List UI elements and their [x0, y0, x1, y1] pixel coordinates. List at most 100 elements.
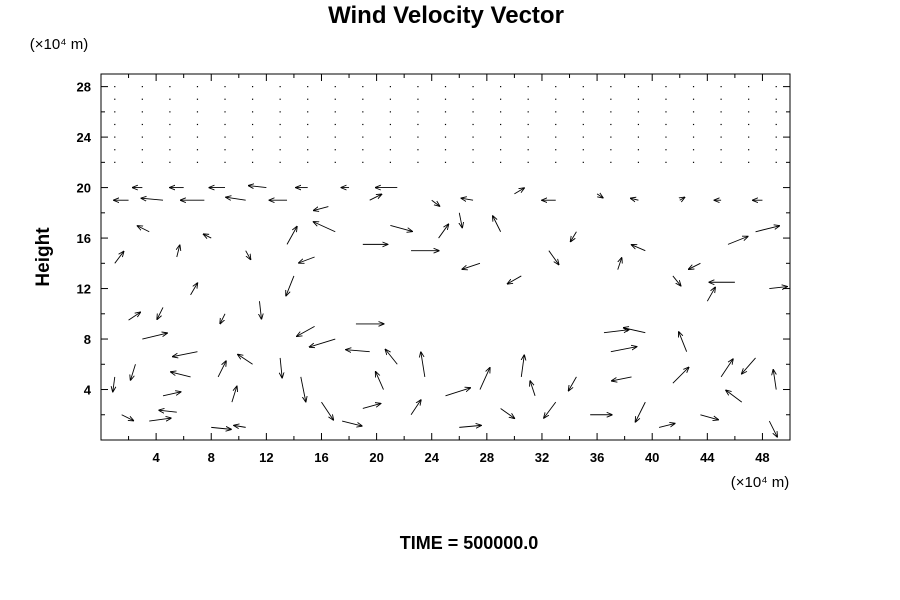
wind-vector: [159, 410, 177, 412]
calm-point: [720, 98, 722, 100]
wind-vector: [321, 401, 333, 420]
calm-point: [775, 98, 777, 100]
calm-point: [637, 111, 640, 113]
calm-point: [665, 123, 667, 126]
calm-point: [417, 111, 419, 113]
calm-point: [500, 98, 502, 100]
calm-point: [582, 123, 584, 126]
calm-point: [720, 123, 722, 126]
wind-vector: [658, 423, 675, 428]
calm-point: [665, 149, 667, 151]
wind-vector: [299, 256, 315, 263]
calm-point: [141, 111, 143, 113]
calm-point: [637, 161, 640, 163]
calm-point: [472, 149, 474, 151]
wind-vector: [113, 376, 115, 392]
x-tick-label: 4: [153, 450, 161, 465]
x-tick-label: 40: [645, 450, 659, 465]
wind-vector: [172, 351, 198, 357]
calm-point: [279, 123, 281, 126]
calm-point: [748, 136, 750, 138]
x-tick-label: 44: [700, 450, 715, 465]
wind-vector: [688, 262, 701, 269]
calm-point: [196, 98, 199, 100]
wind-vector: [521, 355, 524, 377]
calm-point: [637, 123, 640, 126]
calm-point: [196, 86, 199, 88]
calm-point: [389, 161, 391, 163]
wind-vector: [720, 359, 733, 378]
wind-vector: [162, 392, 181, 397]
x-tick-label: 8: [208, 450, 215, 465]
wind-vector: [421, 352, 426, 377]
wind-vector: [309, 338, 336, 347]
wind-vector: [461, 198, 474, 200]
calm-point: [665, 136, 667, 138]
wind-vector: [706, 287, 715, 302]
calm-point: [527, 98, 529, 100]
calm-point: [472, 161, 474, 163]
calm-point: [334, 123, 336, 126]
calm-point: [555, 86, 557, 88]
calm-point: [665, 98, 667, 100]
calm-point: [389, 98, 391, 100]
wind-vector: [142, 333, 167, 340]
calm-point: [748, 86, 750, 88]
calm-point: [472, 86, 474, 88]
calm-point: [114, 161, 116, 163]
wind-vector: [617, 258, 622, 270]
calm-point: [692, 111, 695, 113]
x-tick-label: 16: [314, 450, 328, 465]
wind-vector: [121, 414, 134, 421]
calm-point: [610, 86, 612, 88]
calm-point: [637, 149, 640, 151]
calm-point: [444, 111, 447, 113]
calm-point: [444, 136, 447, 138]
calm-point: [555, 111, 557, 113]
calm-point: [748, 161, 750, 163]
calm-point: [527, 111, 529, 113]
calm-point: [114, 149, 116, 151]
calm-point: [196, 123, 199, 126]
wind-vector: [769, 287, 787, 289]
calm-point: [582, 149, 584, 151]
calm-point: [362, 86, 364, 88]
calm-point: [334, 86, 336, 88]
calm-point: [500, 149, 502, 151]
calm-point: [444, 123, 447, 126]
calm-point: [637, 86, 640, 88]
calm-point: [417, 86, 419, 88]
calm-point: [775, 111, 777, 113]
wind-vector: [672, 275, 681, 286]
calm-point: [444, 149, 447, 151]
calm-point: [279, 149, 281, 151]
y-tick-label: 16: [77, 231, 91, 246]
calm-point: [251, 86, 254, 88]
wind-vector: [171, 372, 191, 378]
wind-vector: [459, 212, 462, 228]
wind-vector: [226, 197, 246, 200]
wind-vector: [375, 372, 384, 390]
x-tick-label: 20: [369, 450, 383, 465]
wind-vector: [346, 350, 370, 352]
calm-point: [279, 136, 281, 138]
calm-point: [169, 136, 171, 138]
calm-point: [251, 111, 254, 113]
wind-vector: [500, 408, 515, 418]
calm-point: [141, 123, 143, 126]
calm-point: [389, 111, 391, 113]
wind-vector: [220, 313, 226, 324]
calm-point: [720, 136, 722, 138]
wind-vector: [568, 376, 577, 391]
wind-vector: [297, 326, 315, 336]
calm-point: [141, 136, 143, 138]
calm-point: [169, 123, 171, 126]
y-tick-label: 28: [77, 80, 91, 95]
wind-vector: [507, 275, 522, 284]
x-tick-label: 36: [590, 450, 604, 465]
x-tick-label: 12: [259, 450, 273, 465]
wind-vector: [410, 400, 421, 416]
calm-point: [748, 111, 750, 113]
wind-vector: [342, 420, 362, 426]
y-tick-label: 4: [84, 383, 92, 398]
